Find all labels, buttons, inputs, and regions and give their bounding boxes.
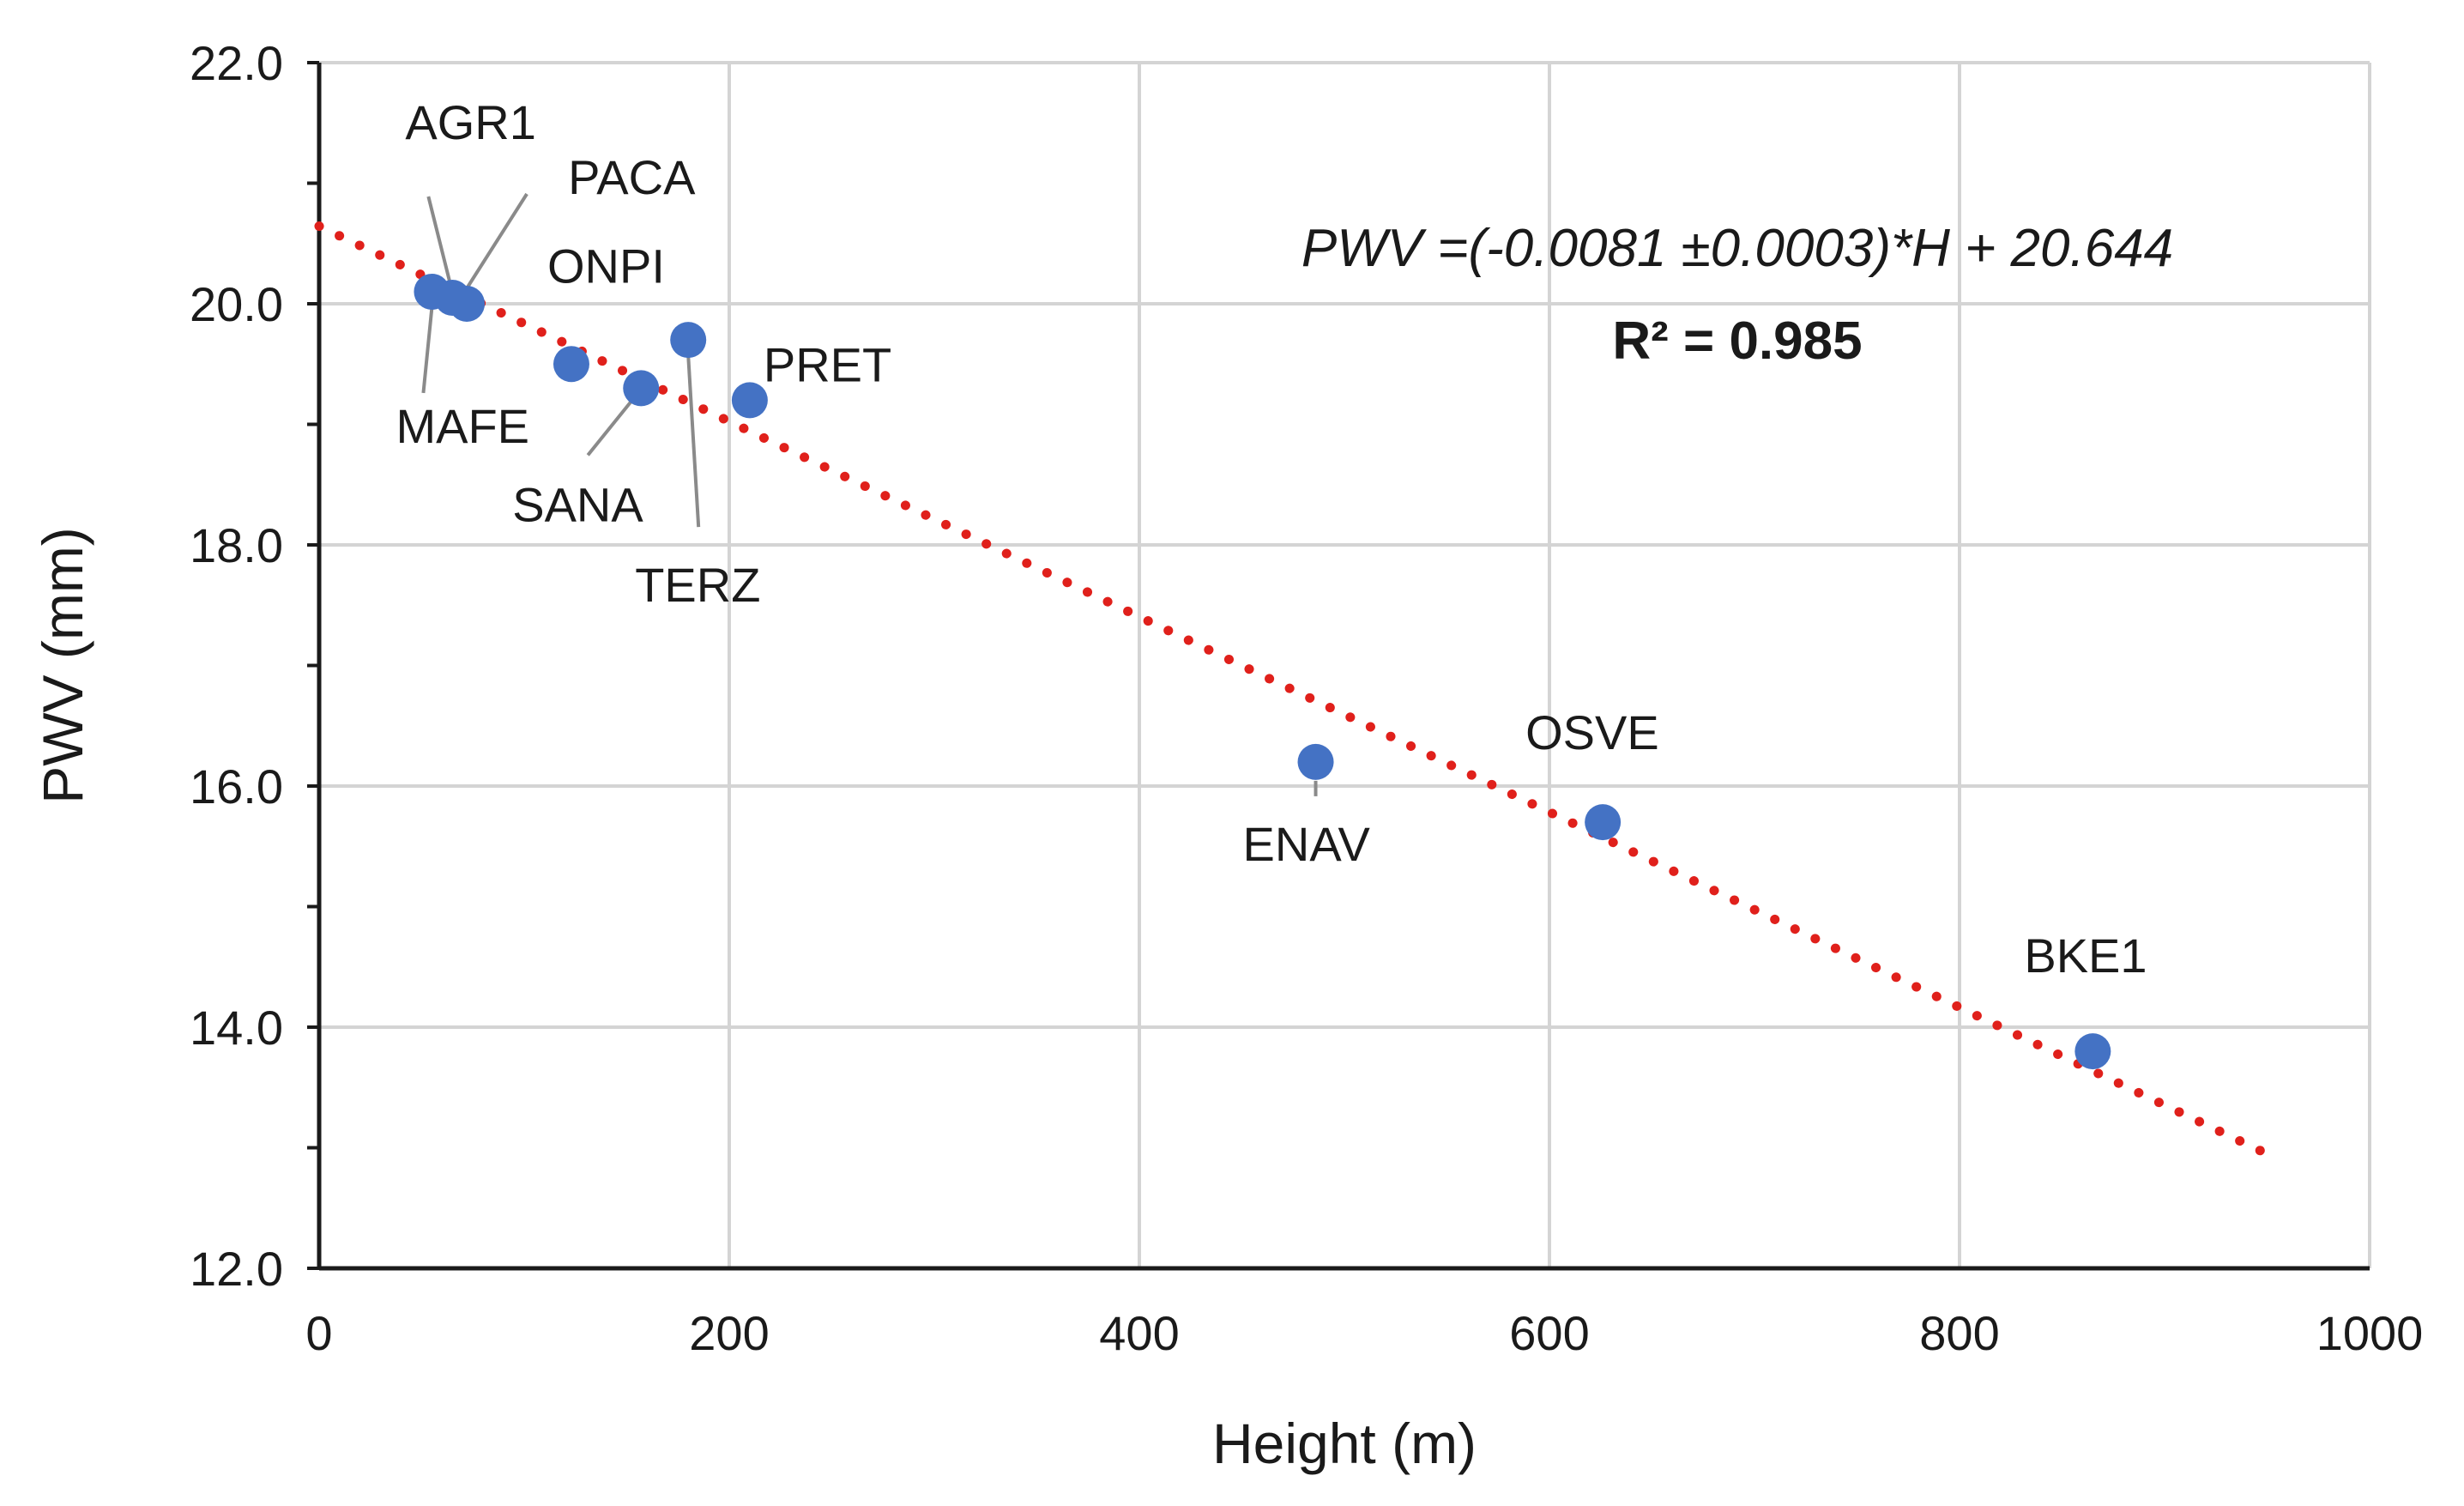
leader-lines — [421, 192, 1318, 796]
data-point — [1297, 743, 1334, 780]
y-tick-label: 12.0 — [190, 1242, 283, 1296]
point-labels: MAFE AGR1 PACA ONPI SANA TERZ PRET ENAV OSVE BKE1 — [396, 95, 2147, 983]
x-tick-label: 600 — [1509, 1306, 1589, 1360]
leader-line — [426, 196, 453, 287]
y-tick-label: 14.0 — [190, 1001, 283, 1055]
point-label: SANA — [512, 477, 643, 531]
point-label: PACA — [568, 150, 696, 204]
point-label: OSVE — [1525, 705, 1659, 759]
point-label: TERZ — [635, 558, 760, 612]
point-label: BKE1 — [2024, 928, 2147, 983]
y-tick-label: 16.0 — [190, 759, 283, 813]
point-label: PRET — [764, 337, 891, 391]
data-point — [449, 286, 486, 322]
leader-line — [686, 355, 701, 528]
y-tick-label: 18.0 — [190, 518, 283, 572]
x-tick-label: 400 — [1099, 1306, 1179, 1360]
gridlines — [319, 61, 2371, 1268]
data-point — [670, 322, 707, 359]
x-tick-label: 800 — [1919, 1306, 1999, 1360]
y-tick-label: 22.0 — [190, 36, 283, 90]
x-tick-label: 0 — [305, 1306, 332, 1360]
leader-line — [421, 306, 434, 394]
y-tick-label: 20.0 — [190, 277, 283, 331]
data-point — [1585, 804, 1622, 841]
axes: 12.0 14.0 16.0 18.0 20.0 22.0 0 200 400 600 800 100… — [190, 36, 2423, 1360]
trendline-equation: PWV =(-0.0081 ±0.0003)*H + 20.644 — [1301, 219, 2173, 278]
point-label: ONPI — [547, 239, 665, 293]
data-point — [2074, 1033, 2111, 1070]
point-label: AGR1 — [405, 95, 535, 149]
data-point — [553, 346, 589, 383]
r-squared-label: R² = 0.985 — [1612, 311, 1862, 371]
data-points — [414, 273, 2111, 1070]
data-point — [623, 370, 660, 407]
point-label: MAFE — [396, 399, 529, 453]
x-tick-label: 200 — [689, 1306, 769, 1360]
data-point — [731, 382, 768, 419]
leader-line — [465, 192, 528, 290]
x-tick-label: 1000 — [2316, 1306, 2424, 1360]
y-axis-title: PWV (mm) — [31, 527, 94, 804]
x-axis-title: Height (m) — [1212, 1412, 1477, 1475]
leader-line — [586, 401, 632, 457]
point-label: ENAV — [1243, 817, 1371, 871]
